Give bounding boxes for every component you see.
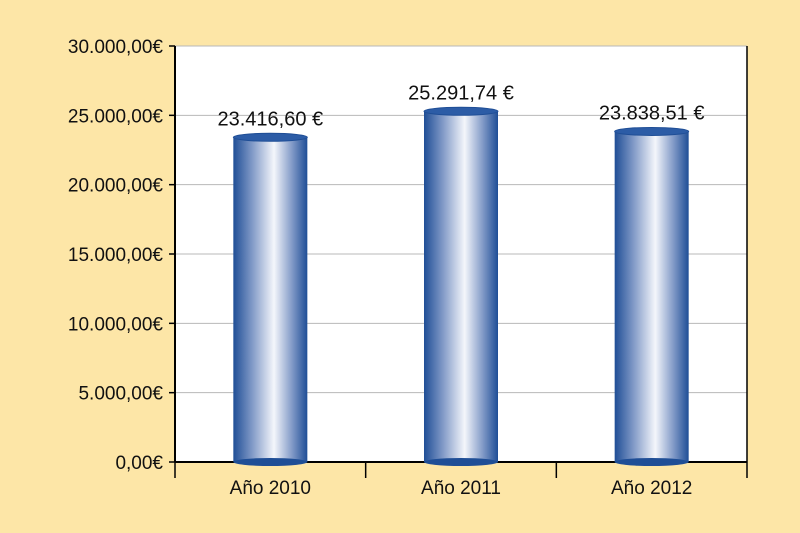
bar-value-label: 25.291,74 €: [408, 82, 514, 104]
bars: [232, 106, 690, 466]
x-tick-label: Año 2012: [611, 478, 692, 499]
x-tick-label: Año 2011: [421, 478, 501, 499]
y-tick-label: 5.000,00€: [78, 384, 163, 405]
y-tick-label: 20.000,00€: [68, 176, 164, 197]
y-tick-label: 0,00€: [115, 453, 163, 474]
value-labels: 23.416,60 € 25.291,74 € 23.838,51 €: [218, 82, 705, 130]
y-tick-label: 25.000,00€: [68, 106, 164, 127]
y-axis-ticks: 0,00€ 5.000,00€ 10.000,00€ 15.000,00€ 20.000…: [68, 37, 175, 474]
bar-value-label: 23.416,60 €: [218, 108, 324, 130]
y-tick-label: 30.000,00€: [68, 37, 164, 58]
y-tick-label: 15.000,00€: [68, 245, 164, 266]
bar: [423, 106, 499, 466]
bar: [232, 132, 308, 466]
x-axis-ticks: Año 2010 Año 2011 Año 2012: [174, 462, 748, 499]
y-tick-label: 10.000,00€: [68, 314, 164, 335]
bar: [614, 126, 690, 466]
x-tick-label: Año 2010: [230, 478, 311, 499]
bar-value-label: 23.838,51 €: [599, 102, 705, 124]
